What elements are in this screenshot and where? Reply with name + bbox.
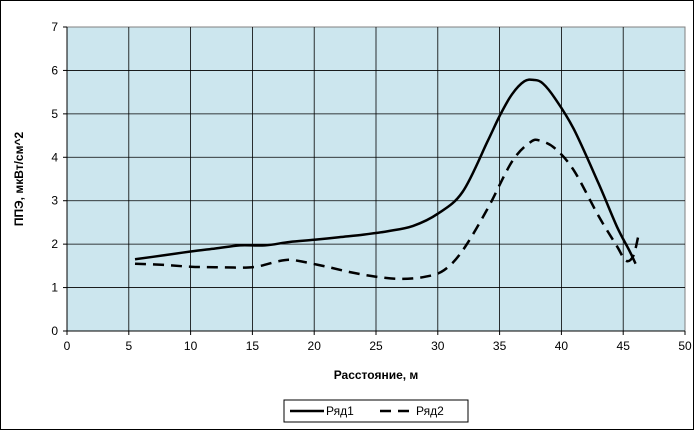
y-tick-label: 7 [51, 20, 58, 34]
y-tick-label: 4 [51, 150, 58, 164]
x-tick-label: 20 [308, 339, 322, 353]
x-tick-label: 25 [369, 339, 383, 353]
legend-label-2: Ряд2 [416, 404, 444, 418]
x-tick-label: 5 [125, 339, 132, 353]
series-line-1 [134, 78, 637, 265]
x-tick-label: 45 [617, 339, 631, 353]
x-tick-label: 10 [184, 339, 198, 353]
y-tick-label: 1 [51, 281, 58, 295]
x-tick-label: 40 [555, 339, 569, 353]
legend: Ряд1 Ряд2 [283, 399, 469, 423]
y-axis-title: ППЭ, мкВт/см^2 [12, 132, 26, 227]
x-tick-label: 50 [678, 339, 692, 353]
y-tick-label: 3 [51, 194, 58, 208]
legend-box [283, 399, 469, 423]
x-tick-label: 0 [64, 339, 71, 353]
y-tick-label: 0 [51, 324, 58, 338]
x-tick-label: 35 [493, 339, 507, 353]
series-group [134, 78, 640, 281]
legend-label-1: Ряд1 [326, 404, 354, 418]
x-axis-title: Расстояние, м [334, 368, 419, 382]
x-tick-label: 30 [431, 339, 445, 353]
y-tick-label: 2 [51, 237, 58, 251]
y-tick-label: 6 [51, 63, 58, 77]
x-tick-label: 15 [246, 339, 260, 353]
plot-area [66, 26, 686, 332]
y-tick-label: 5 [51, 107, 58, 121]
